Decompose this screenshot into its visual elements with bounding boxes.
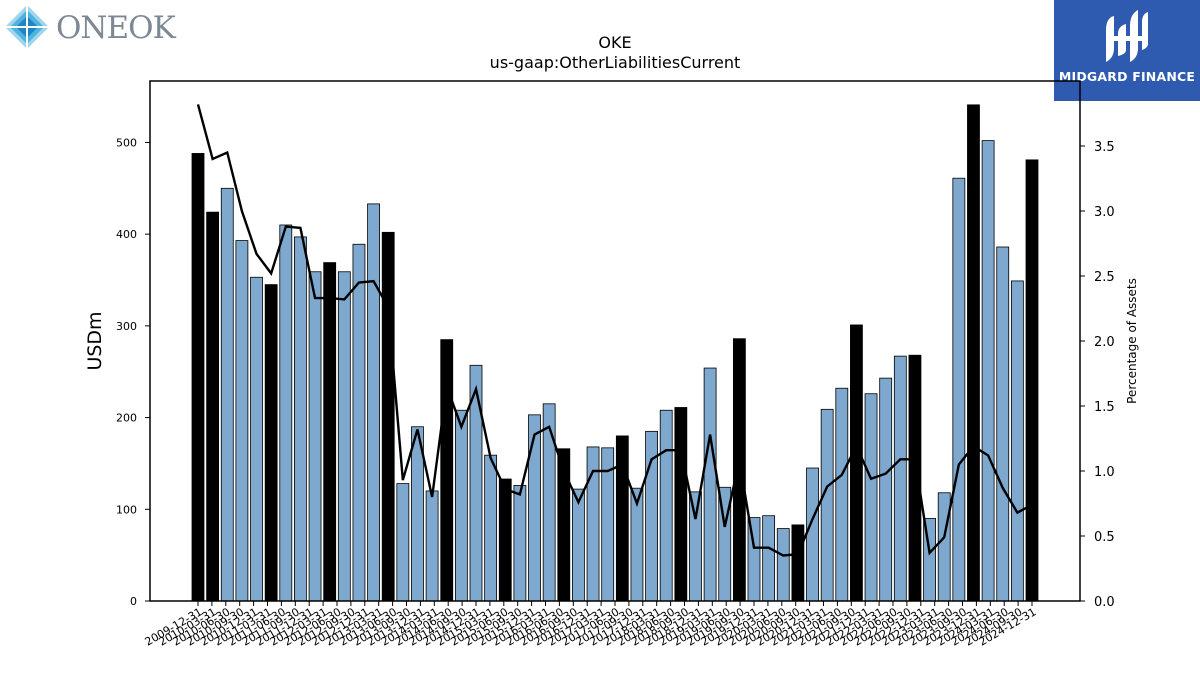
- bar-2023-06-30: [981, 140, 995, 602]
- bar-2015-06-30: [513, 485, 527, 602]
- bar-2011-12-31: [308, 271, 322, 602]
- bar-2017-03-31: [615, 435, 629, 602]
- y-tick-label: 0: [130, 595, 137, 608]
- bar-2020-06-30: [806, 467, 819, 602]
- company-logo-text: ONEOK: [56, 10, 176, 46]
- brand-logo: MIDGARD FINANCE: [1054, 0, 1200, 101]
- bar-2022-09-30: [937, 492, 951, 602]
- bar-2014-12-31: [484, 454, 498, 602]
- bar-2021-12-31: [893, 355, 907, 602]
- y-tick-label: 100: [116, 503, 137, 516]
- y-tick-label: 500: [116, 136, 137, 149]
- bar-2010-06-30: [220, 187, 234, 602]
- bar-2014-06-30: [454, 409, 468, 602]
- bar-2019-06-30: [747, 517, 761, 602]
- bar-2022-03-31: [908, 354, 922, 602]
- y-tick-label: 200: [116, 412, 137, 425]
- bar-2015-09-30: [528, 414, 541, 602]
- brand-name: MIDGARD FINANCE: [1058, 69, 1196, 84]
- midgard-emblem-icon: [1106, 10, 1148, 62]
- bar-2020-03-31: [791, 524, 805, 602]
- bar-2011-09-30: [294, 236, 307, 602]
- bar-2013-03-31: [381, 231, 395, 602]
- bar-2024-03-31: [1025, 159, 1039, 602]
- bar-2013-12-31: [425, 490, 439, 602]
- bars-layer: [191, 104, 1039, 602]
- bar-2019-09-30: [762, 515, 776, 602]
- bar-2013-06-30: [396, 483, 410, 602]
- chart-title: OKE: [598, 33, 632, 52]
- bar-2012-09-30: [352, 243, 366, 602]
- bar-2020-09-30: [820, 408, 834, 602]
- bar-2012-03-31: [323, 262, 337, 602]
- y2-tick-label: 0.0: [1094, 595, 1115, 610]
- bar-2015-12-31: [542, 403, 556, 602]
- bar-2015-03-31: [498, 478, 512, 602]
- bar-2010-09-30: [235, 240, 249, 602]
- bar-2012-12-31: [367, 203, 380, 602]
- bar-2022-12-31: [952, 177, 966, 602]
- bar-2018-09-30: [703, 367, 717, 602]
- y-tick-label: 400: [116, 228, 137, 241]
- y2-tick-label: 1.0: [1094, 465, 1115, 480]
- axes-layer: 0 100 200 300 400 500 0.0 0.5 1.0 1.5 2.0 2.5 3.0 3.5…: [116, 136, 1115, 648]
- bar-2012-06-30: [337, 271, 351, 602]
- bar-2020-12-31: [835, 387, 849, 602]
- bar-2010-03-31: [206, 211, 220, 602]
- bar-2018-06-30: [689, 491, 702, 602]
- oneok-diamond-icon: [5, 5, 49, 49]
- bar-2021-06-30: [864, 393, 878, 602]
- bar-2011-03-31: [264, 284, 278, 602]
- bar-2017-12-31: [659, 409, 673, 602]
- bar-2019-12-31: [776, 528, 790, 602]
- chart-subtitle: us-gaap:OtherLiabilitiesCurrent: [489, 53, 741, 72]
- bar-2023-09-30: [996, 246, 1010, 602]
- y2-tick-label: 2.0: [1094, 335, 1115, 350]
- y2-tick-label: 3.0: [1094, 205, 1115, 220]
- company-logo: ONEOK: [4, 4, 176, 50]
- line-layer: [196, 104, 1033, 557]
- bar-2009-12-31: [191, 153, 205, 602]
- bar-2011-06-30: [279, 224, 293, 602]
- percentage-line: [196, 104, 1033, 557]
- y2-axis-title: Percentage of Assets: [1125, 278, 1139, 404]
- y2-tick-label: 1.5: [1094, 400, 1115, 415]
- bar-2021-03-31: [850, 324, 863, 602]
- bar-2023-12-31: [1010, 280, 1024, 602]
- y2-tick-label: 2.5: [1094, 270, 1115, 285]
- y-axis-title: USDm: [84, 311, 106, 370]
- bar-2010-12-31: [250, 276, 263, 602]
- bar-2018-03-31: [674, 407, 688, 602]
- bar-2021-09-30: [879, 377, 893, 602]
- bar-2023-03-31: [967, 104, 980, 602]
- y2-tick-label: 3.5: [1094, 140, 1115, 155]
- bar-2016-06-30: [572, 488, 585, 602]
- bar-2014-03-31: [440, 339, 454, 602]
- y-tick-label: 300: [116, 320, 137, 333]
- y2-tick-label: 0.5: [1094, 530, 1115, 545]
- bar-2019-03-31: [732, 338, 746, 602]
